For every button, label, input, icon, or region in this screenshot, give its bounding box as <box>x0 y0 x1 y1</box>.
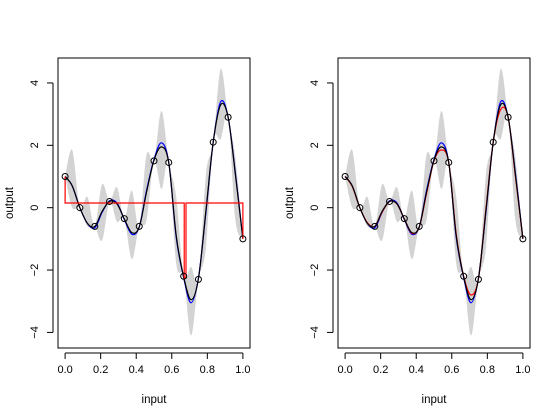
x-tick-label: 0.8 <box>200 364 215 376</box>
y-tick-label: 4 <box>309 80 321 86</box>
plot-frame <box>337 57 531 349</box>
series-line-2 <box>344 102 524 301</box>
data-point <box>150 157 158 165</box>
y-tick-label: −2 <box>309 264 321 277</box>
right-panel: 0.0 0.2 0.4 0.6 0.8 1.0 input −4 −2 0 2 4 output <box>284 57 531 406</box>
x-tick-label: 0.6 <box>164 364 179 376</box>
data-point <box>445 158 453 166</box>
data-point <box>135 222 143 230</box>
data-point <box>76 204 84 212</box>
x-tick-label: 0.8 <box>480 364 495 376</box>
data-point <box>341 172 349 180</box>
plot-frame <box>57 57 251 349</box>
data-point <box>224 113 232 121</box>
y-tick-label: 2 <box>309 142 321 148</box>
data-point <box>91 222 99 230</box>
y-tick-label: −2 <box>29 264 41 277</box>
uncertainty-band <box>345 68 523 336</box>
x-tick-label: 0.0 <box>337 364 352 376</box>
data-point <box>239 235 247 243</box>
data-point <box>120 215 128 223</box>
x-axis-title: input <box>142 394 168 406</box>
x-tick-label: 0.2 <box>373 364 388 376</box>
y-axis-title: output <box>284 186 296 219</box>
data-point <box>489 138 497 146</box>
x-tick-label: 0.0 <box>57 364 72 376</box>
y-tick-label: 0 <box>29 205 41 211</box>
y-tick-label: −4 <box>29 326 41 339</box>
series-line-2 <box>64 176 244 279</box>
data-point <box>61 172 69 180</box>
data-point <box>430 157 438 165</box>
data-point <box>165 158 173 166</box>
series-line-1 <box>344 106 524 296</box>
x-axis-title: input <box>422 394 448 406</box>
y-axis-title: output <box>4 186 16 219</box>
series-line-1 <box>64 102 244 301</box>
data-point <box>194 275 202 283</box>
left-panel: 0.0 0.2 0.4 0.6 0.8 1.0 input −4 −2 0 2 4 output <box>4 57 251 406</box>
data-point <box>106 197 114 205</box>
data-point <box>519 235 527 243</box>
data-point <box>504 113 512 121</box>
y-tick-label: −4 <box>309 326 321 339</box>
data-point <box>356 204 364 212</box>
x-tick-label: 0.2 <box>93 364 108 376</box>
data-point <box>415 222 423 230</box>
data-point <box>386 197 394 205</box>
y-tick-label: 0 <box>309 205 321 211</box>
x-tick-label: 0.4 <box>409 364 424 376</box>
x-tick-label: 1.0 <box>235 364 250 376</box>
data-point <box>474 275 482 283</box>
y-tick-label: 4 <box>29 80 41 86</box>
data-point <box>400 215 408 223</box>
data-point <box>180 272 188 280</box>
data-point <box>209 138 217 146</box>
x-tick-label: 1.0 <box>515 364 530 376</box>
x-tick-label: 0.4 <box>129 364 144 376</box>
x-tick-label: 0.6 <box>444 364 459 376</box>
y-tick-label: 2 <box>29 142 41 148</box>
data-point <box>371 222 379 230</box>
data-point <box>460 272 468 280</box>
uncertainty-band <box>65 68 243 336</box>
